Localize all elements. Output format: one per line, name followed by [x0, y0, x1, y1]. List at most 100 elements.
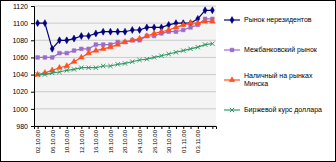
x-tick-mark: [132, 126, 133, 129]
y-tick: 1120: [13, 3, 34, 10]
y-tick-label: 1020: [12, 88, 28, 95]
point: [50, 45, 54, 52]
x-tick-mark: [198, 126, 199, 129]
point: [181, 48, 185, 52]
x-tick-mark: [74, 126, 75, 129]
x-tick-label: 24.10.00: [137, 129, 143, 153]
point: [65, 68, 69, 72]
y-tick: 1020: [12, 88, 34, 95]
point: [123, 28, 127, 35]
x-tick: 26.10.00: [152, 126, 158, 153]
x-tick-mark: [103, 126, 104, 129]
point: [100, 46, 106, 51]
point: [188, 47, 192, 51]
x-tick-mark: [191, 126, 192, 129]
point: [108, 28, 112, 35]
x-tick-mark: [52, 126, 53, 129]
y-axis: 980 1000 1020 1040 1060 1080 1100 1120: [12, 3, 34, 130]
y-tick-mark: [31, 40, 34, 41]
point: [195, 20, 201, 25]
x-tick: [161, 126, 162, 129]
grid-line: [34, 108, 216, 109]
x-tick-mark: [176, 126, 177, 129]
x-tick: [212, 126, 213, 129]
x-tick-label: 26.10.00: [152, 129, 158, 153]
x-tick: [118, 126, 119, 129]
x-tick-mark: [38, 126, 39, 129]
y-tick: 1000: [12, 106, 34, 113]
grid: [34, 6, 216, 126]
point: [94, 30, 98, 37]
point: [57, 64, 63, 69]
series-markers: [35, 18, 215, 76]
x-tick: 18.10.00: [108, 126, 114, 153]
point: [101, 28, 105, 35]
point: [203, 7, 207, 14]
y-tick-label: 980: [16, 123, 28, 130]
legend: Рынок нерезидентовМежбанковский рынокНал…: [224, 16, 322, 114]
point: [210, 42, 214, 46]
legend-marker: [229, 77, 235, 82]
point: [145, 57, 149, 61]
point: [35, 71, 41, 76]
x-tick: [45, 126, 46, 129]
point: [78, 54, 84, 59]
point: [36, 56, 40, 60]
series-layer: [35, 7, 215, 77]
x-tick: [74, 126, 75, 129]
point: [122, 39, 128, 44]
point: [108, 44, 114, 49]
legend-label: Рынок нерезидентов: [244, 16, 312, 24]
series-markers: [35, 42, 214, 77]
point: [36, 20, 40, 27]
x-tick-mark: [125, 126, 126, 129]
y-tick: 1040: [12, 71, 34, 78]
point: [203, 42, 207, 46]
point: [173, 24, 179, 29]
point: [101, 64, 105, 68]
y-tick: 1080: [12, 37, 34, 44]
point: [86, 66, 90, 70]
y-tick-mark: [31, 23, 34, 24]
chart: 980 1000 1020 1040 1060 1080 1100 1120 02.10.00 0…: [0, 0, 336, 162]
point: [151, 30, 157, 35]
point: [86, 50, 92, 55]
x-tick: 06.10.00: [50, 126, 56, 153]
point: [50, 56, 54, 60]
x-tick-mark: [212, 126, 213, 129]
x-tick: [89, 126, 90, 129]
point: [65, 51, 69, 55]
x-tick-label: 10.10.00: [64, 129, 70, 153]
legend-marker: [230, 108, 234, 112]
x-tick: [147, 126, 148, 129]
y-tick: 1060: [12, 54, 34, 61]
x-tick-mark: [205, 126, 206, 129]
point: [202, 18, 208, 23]
point: [138, 27, 142, 34]
x-tick-mark: [45, 126, 46, 129]
legend-label: Биржевой курс доллара: [244, 106, 322, 114]
y-tick-label: 1100: [13, 20, 28, 27]
x-axis-line: [35, 127, 217, 130]
y-tick-mark: [31, 92, 34, 93]
legend-item: Биржевой курс доллара: [224, 106, 322, 114]
point: [72, 35, 76, 42]
x-tick: 02.10.00: [35, 126, 41, 153]
x-tick: 01.11.00: [181, 126, 187, 153]
point: [87, 33, 91, 40]
point: [152, 55, 156, 59]
x-tick: [59, 126, 60, 129]
x-tick-mark: [59, 126, 60, 129]
point: [181, 20, 185, 27]
point: [129, 37, 135, 42]
point: [57, 70, 61, 74]
x-tick: [205, 126, 206, 129]
point: [174, 50, 178, 54]
point: [72, 49, 76, 53]
x-tick-mark: [169, 126, 170, 129]
legend-item: Межбанковский рынок: [224, 46, 318, 54]
x-axis: 02.10.0006.10.0010.10.0012.10.0016.10.00…: [35, 126, 217, 153]
x-tick-mark: [140, 126, 141, 129]
x-tick: [132, 126, 133, 129]
x-tick-label: 06.10.00: [50, 129, 56, 153]
